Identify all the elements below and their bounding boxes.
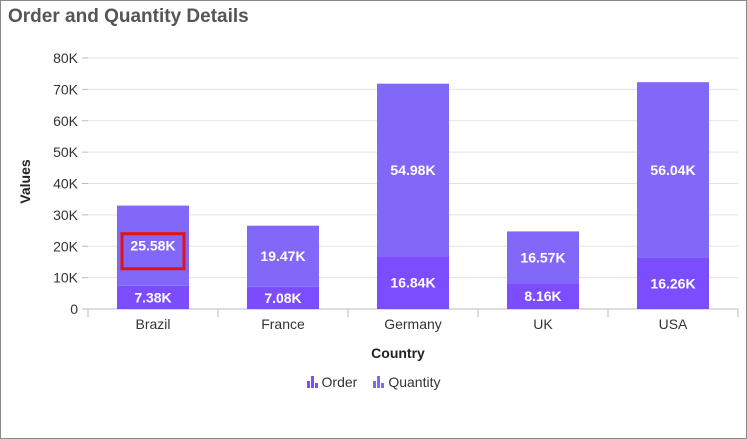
legend-label: Order xyxy=(321,374,358,390)
bar-quantity xyxy=(637,82,709,258)
x-tick-label: France xyxy=(261,316,305,332)
legend-item-quantity[interactable]: Quantity xyxy=(373,374,440,390)
chart-title: Order and Quantity Details xyxy=(8,6,249,27)
bar-order xyxy=(117,285,189,309)
y-tick-label: 60K xyxy=(53,113,79,129)
y-tick-label: 70K xyxy=(53,81,79,97)
legend-label: Quantity xyxy=(388,374,441,390)
data-label: 8.16K xyxy=(524,288,561,304)
x-tick-label: UK xyxy=(533,316,553,332)
bar-order xyxy=(377,256,449,309)
bar-chart-icon xyxy=(373,376,385,388)
data-label: 16.26K xyxy=(650,275,695,291)
y-tick-label: 50K xyxy=(53,144,79,160)
legend-item-order[interactable]: Order xyxy=(306,374,358,390)
y-tick-label: 10K xyxy=(53,270,79,286)
bar-order xyxy=(247,286,319,309)
data-label: 54.98K xyxy=(390,162,435,178)
highlight-box xyxy=(120,232,186,271)
bar-chart-icon xyxy=(306,376,318,388)
bar-order xyxy=(507,283,579,309)
bar-order xyxy=(637,257,709,309)
data-label: 16.84K xyxy=(390,275,435,291)
x-tick-label: Brazil xyxy=(135,316,170,332)
y-tick-label: 30K xyxy=(53,207,79,223)
y-tick-label: 0 xyxy=(70,301,78,317)
bar-quantity xyxy=(117,205,189,286)
bar-quantity xyxy=(507,231,579,284)
y-tick-label: 20K xyxy=(53,238,79,254)
x-axis-title: Country xyxy=(371,345,425,361)
data-label: 7.38K xyxy=(134,289,171,305)
data-label: 19.47K xyxy=(260,248,305,264)
x-tick-label: USA xyxy=(659,316,688,332)
bar-quantity xyxy=(247,225,319,287)
y-tick-label: 80K xyxy=(53,50,79,66)
y-axis-title: Values xyxy=(17,159,33,204)
data-label: 7.08K xyxy=(264,290,301,306)
chart-legend: Order Quantity xyxy=(0,374,747,390)
data-label: 25.58K xyxy=(130,238,175,254)
data-label: 56.04K xyxy=(650,162,695,178)
x-tick-label: Germany xyxy=(384,316,442,332)
data-label: 16.57K xyxy=(520,249,565,265)
bar-quantity xyxy=(377,83,449,257)
y-tick-label: 40K xyxy=(53,176,79,192)
